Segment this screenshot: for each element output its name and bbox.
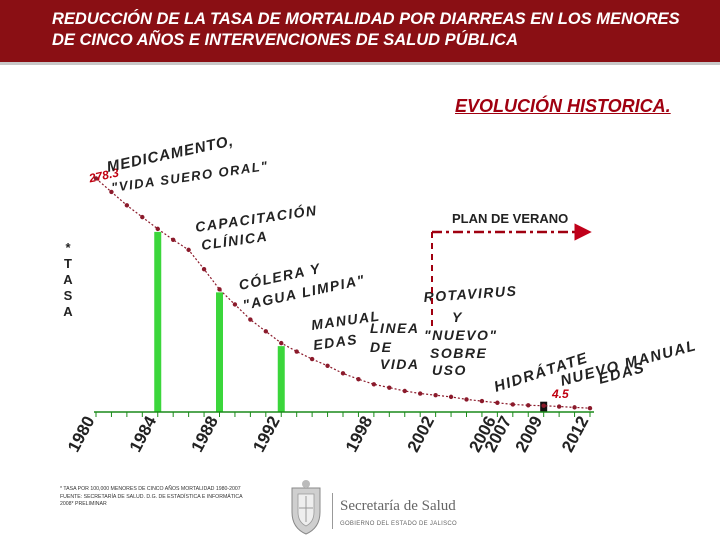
- y-axis-label-text: * TASA: [63, 240, 73, 319]
- data-point-1989: [232, 302, 238, 307]
- mortality-line: [95, 178, 591, 409]
- point-label-2012: 4.5: [551, 387, 569, 401]
- data-point-1997: [356, 377, 361, 382]
- intervention-bar-1988: [216, 292, 223, 412]
- data-point-2012: [587, 406, 593, 411]
- annot-rotavirus-5: USO: [432, 362, 467, 378]
- data-point-2006: [495, 400, 500, 405]
- data-point-1986: [186, 247, 191, 253]
- mortality-series: [93, 176, 593, 411]
- x-tick-label-1992: 1992: [249, 413, 284, 455]
- x-tick-label-2012: 2012: [558, 413, 593, 455]
- annot-rotavirus-1: ROTAVIRUS: [423, 282, 518, 305]
- data-point-1999: [387, 385, 392, 390]
- data-point-2004: [464, 397, 469, 402]
- page-title: REDUCCIÓN DE LA TASA DE MORTALIDAD POR D…: [52, 10, 680, 49]
- logo-separator: [332, 493, 333, 529]
- data-point-2003: [448, 394, 454, 400]
- annot-plan-verano: PLAN DE VERANO: [452, 211, 568, 226]
- data-point-2002: [433, 393, 438, 398]
- x-tick-label-1984: 1984: [126, 412, 161, 455]
- annot-rotavirus-4: SOBRE: [430, 345, 487, 361]
- logo-subtitle: GOBIERNO DEL ESTADO DE JALISCO: [340, 521, 458, 527]
- data-point-2001: [417, 391, 423, 396]
- data-point-1984: [155, 226, 160, 232]
- annotations: MEDICAMENTO, "VIDA SUERO ORAL" CAPACITAC…: [105, 132, 698, 395]
- data-point-2000: [402, 388, 407, 394]
- data-point-1985: [170, 237, 176, 242]
- footnote-line-1: * TASA POR 100,000 MENORES DE CINCO AÑOS…: [60, 486, 241, 492]
- data-point-1987: [201, 267, 207, 272]
- data-point-2011: [572, 405, 577, 410]
- jalisco-crest-icon: [291, 480, 321, 535]
- data-point-1998: [371, 382, 377, 387]
- x-tick-label-1998: 1998: [342, 413, 377, 455]
- data-point-1995: [325, 363, 330, 368]
- data-point-1980: [93, 176, 99, 181]
- data-point-1988: [217, 287, 222, 292]
- data-point-1992: [279, 340, 284, 346]
- footnote: * TASA POR 100,000 MENORES DE CINCO AÑOS…: [60, 486, 290, 509]
- data-point-1981: [109, 189, 114, 195]
- header-divider: [0, 62, 720, 65]
- data-point-2009: [541, 403, 546, 408]
- annot-rotavirus-2: Y: [452, 309, 463, 325]
- point-labels: 278.3 4.5: [87, 165, 569, 401]
- annot-rotavirus-3: "NUEVO": [424, 327, 498, 343]
- chart-title: EVOLUCIÓN HISTORICA.: [455, 96, 671, 116]
- data-point-1996: [340, 371, 346, 376]
- annot-linea-1: LINEA: [370, 320, 420, 336]
- x-tick-label-1980: 1980: [64, 413, 99, 455]
- header-banner: [0, 0, 720, 62]
- x-tick-label-1988: 1988: [187, 413, 222, 455]
- annot-linea-3: VIDA: [380, 356, 419, 372]
- data-point-2007: [510, 402, 516, 407]
- data-point-2008: [526, 403, 531, 408]
- y-axis-label: * TASA: [60, 240, 76, 320]
- logo-name: Secretaría de Salud: [340, 498, 456, 514]
- annot-manual-2: EDAS: [312, 331, 359, 353]
- data-point-1993: [294, 349, 299, 354]
- data-point-1991: [263, 329, 269, 334]
- data-point-1982: [124, 203, 130, 208]
- data-point-2005: [479, 398, 485, 404]
- x-tick-label-2002: 2002: [404, 413, 439, 455]
- data-point-1983: [140, 214, 145, 220]
- annot-linea-2: DE: [370, 339, 392, 355]
- data-point-1994: [309, 356, 315, 362]
- intervention-bar-1992: [277, 346, 285, 412]
- x-tick-label-2009: 2009: [512, 413, 547, 455]
- point-label-1980: 278.3: [87, 165, 121, 185]
- intervention-bar-1984: [154, 231, 162, 412]
- footnote-line-2: FUENTE: SECRETARÍA DE SALUD. D.G. DE EST…: [60, 493, 243, 500]
- data-point-1990: [248, 317, 253, 322]
- footnote-line-3: 2008* PRELIMINAR: [60, 501, 107, 507]
- data-point-2010: [556, 404, 562, 409]
